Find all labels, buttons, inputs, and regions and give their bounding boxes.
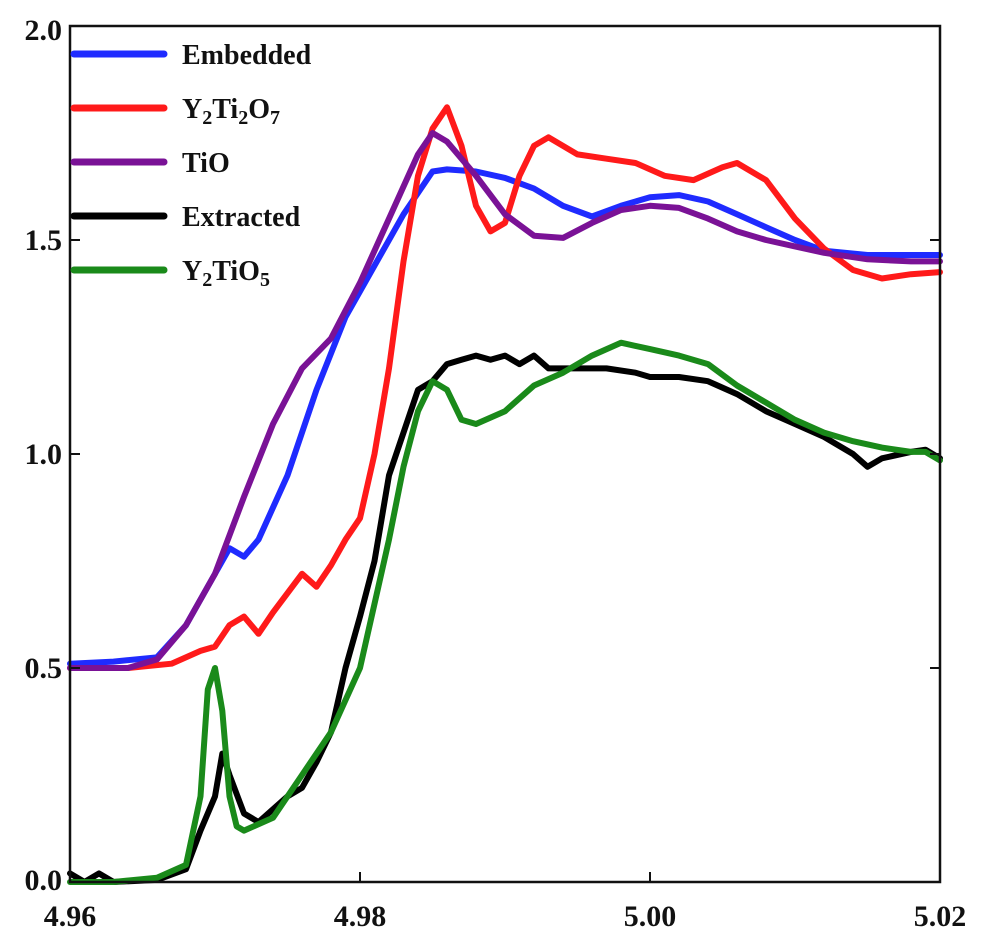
legend-label-extracted: Extracted (182, 202, 301, 233)
series-line-y2tio5 (67, 339, 943, 885)
x-tick-label: 4.98 (334, 900, 387, 933)
y-tick-label: 2.0 (25, 14, 63, 47)
series-line-tio (67, 130, 943, 671)
axis-ticks: 4.96 4.98 5.00 5.02 0.0 0.5 1.0 1.5 2.0 (25, 14, 967, 933)
series-line-embedded (67, 166, 943, 667)
legend-label-y2ti2o7: Y2Ti2O7 (182, 94, 280, 129)
series-layer (67, 104, 943, 885)
series-line-extracted (67, 352, 943, 885)
y-tick-label: 1.5 (25, 224, 63, 257)
series-line-y2ti2o7 (67, 104, 943, 671)
y-tick-label: 0.0 (25, 864, 63, 897)
y-tick-label: 1.0 (25, 438, 63, 471)
x-tick-label: 4.96 (44, 900, 97, 933)
y-tick-label: 0.5 (25, 652, 63, 685)
legend-label-tio: TiO (182, 148, 230, 179)
legend-label-y2tio5: Y2TiO5 (182, 256, 270, 291)
x-tick-label: 5.02 (914, 900, 967, 933)
legend: Embedded Y2Ti2O7 TiO Extracted Y2TiO5 (70, 40, 312, 291)
legend-label-embedded: Embedded (182, 40, 312, 71)
x-tick-label: 5.00 (624, 900, 677, 933)
